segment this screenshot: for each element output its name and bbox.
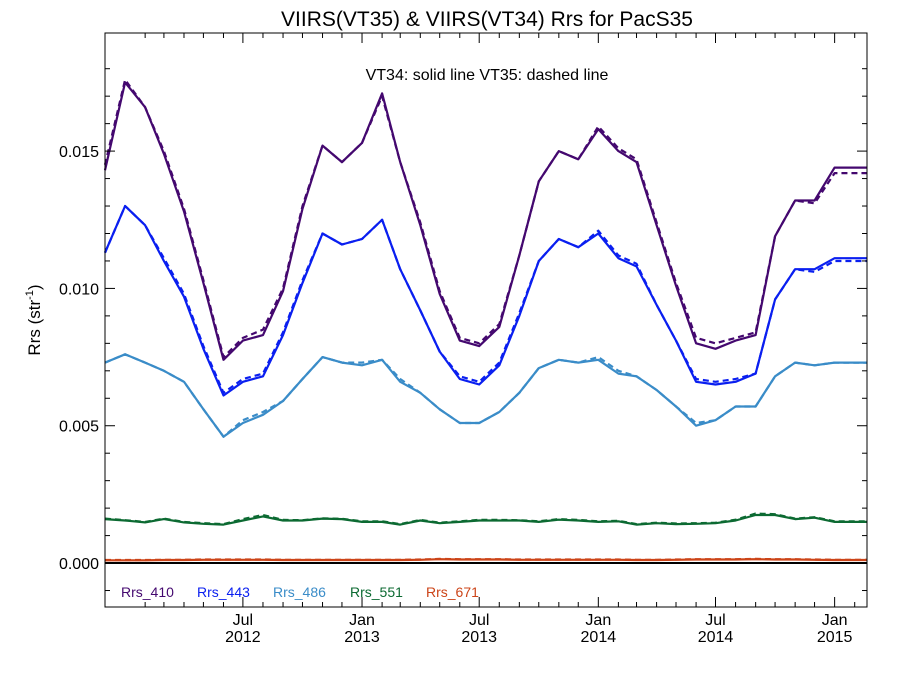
y-axis-label-text: Rrs (str	[25, 300, 44, 356]
rrs-551-vt34-solid-line	[104, 513, 867, 526]
x-tick-year-label: 2012	[225, 629, 261, 646]
legend-item-rrs-551: Rrs_551	[350, 584, 403, 600]
rrs-671-vt34-solid-line	[105, 558, 867, 562]
legend: Rrs_410 Rrs_443 Rrs_486 Rrs_551 Rrs_671	[121, 584, 479, 600]
rrs-486-vt35-dashed-line	[104, 353, 867, 438]
y-tick-label: 0.000	[59, 556, 99, 573]
axis-layer: 0.0000.0050.0100.015Jul2012Jan2013Jul201…	[59, 32, 868, 646]
rrs-443-vt34-solid-line	[103, 204, 867, 397]
x-tick-month-label: Jan	[822, 612, 848, 629]
x-tick-month-label: Jul	[705, 612, 725, 629]
x-tick-month-label: Jan	[585, 612, 611, 629]
x-tick-month-label: Jan	[349, 612, 375, 629]
legend-item-rrs-671: Rrs_671	[426, 584, 479, 600]
rrs-410-vt34-solid-line	[103, 81, 867, 361]
x-tick-year-label: 2013	[344, 629, 380, 646]
series-layer	[103, 78, 867, 562]
legend-item-rrs-443: Rrs_443	[197, 584, 250, 600]
x-tick-month-label: Jul	[233, 612, 253, 629]
y-tick-label: 0.010	[59, 281, 99, 298]
line-style-annotation: VT34: solid line VT35: dashed line	[366, 67, 609, 84]
legend-item-rrs-410: Rrs_410	[121, 584, 174, 600]
y-axis-label-superscript: -1	[24, 290, 36, 300]
y-tick-label: 0.015	[59, 144, 99, 161]
y-axis-label: Rrs (str-1)	[24, 284, 44, 355]
plot-frame	[104, 32, 868, 608]
rrs-410-vt35-dashed-line	[103, 78, 867, 359]
y-axis-label-close: )	[25, 284, 44, 290]
rrs-443-vt35-dashed-line	[103, 204, 867, 394]
x-tick-month-label: Jul	[469, 612, 489, 629]
legend-item-rrs-486: Rrs_486	[273, 584, 326, 600]
x-tick-year-label: 2014	[698, 629, 734, 646]
x-tick-year-label: 2013	[461, 629, 497, 646]
chart-title: VIIRS(VT35) & VIIRS(VT34) Rrs for PacS35	[281, 8, 693, 31]
x-tick-year-label: 2015	[817, 629, 853, 646]
rrs-486-vt34-solid-line	[104, 353, 867, 438]
x-tick-year-label: 2014	[581, 629, 617, 646]
y-tick-label: 0.005	[59, 419, 99, 436]
